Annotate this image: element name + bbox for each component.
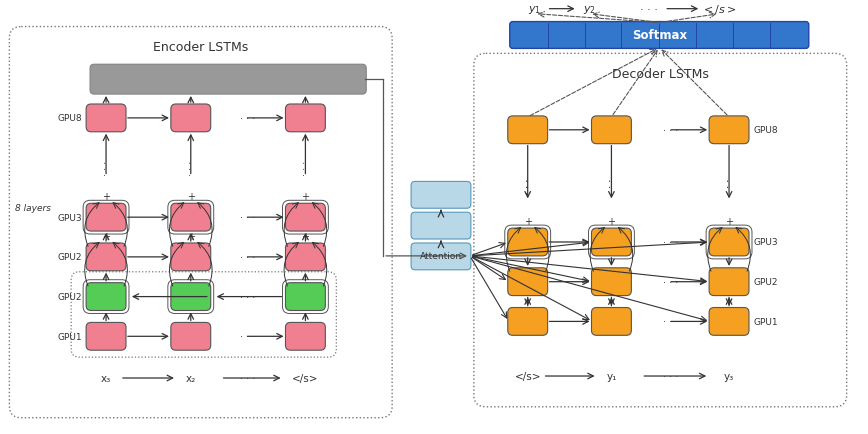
Text: GPU8: GPU8 [57,114,82,123]
Text: Attention: Attention [420,252,462,261]
Text: y₃: y₃ [724,371,734,381]
Text: GPU2: GPU2 [57,293,82,301]
FancyBboxPatch shape [411,243,470,270]
Text: Softmax: Softmax [632,29,687,42]
FancyBboxPatch shape [508,117,548,145]
Text: $y_1$: $y_1$ [528,3,542,16]
FancyBboxPatch shape [86,322,126,350]
FancyBboxPatch shape [286,283,326,311]
Text: GPU8: GPU8 [754,126,779,135]
Text: +: + [301,231,309,241]
FancyBboxPatch shape [86,283,126,311]
FancyBboxPatch shape [286,322,326,350]
Text: GPU3: GPU3 [57,213,82,222]
Text: · · ·: · · · [240,292,255,302]
Text: · · ·: · · · [186,161,196,176]
Text: y₁: y₁ [606,371,616,381]
FancyBboxPatch shape [171,243,211,271]
Text: GPU2: GPU2 [57,253,82,262]
FancyBboxPatch shape [591,229,631,256]
FancyBboxPatch shape [411,213,470,240]
Text: +: + [102,192,110,202]
Text: $</s>$: $</s>$ [701,3,737,16]
Text: · · ·: · · · [300,161,311,176]
Text: +: + [725,217,733,227]
Text: · · ·: · · · [662,371,678,381]
Text: · · ·: · · · [607,178,616,194]
Text: · · ·: · · · [101,161,111,176]
Text: · · ·: · · · [523,178,533,194]
Text: · · ·: · · · [607,178,616,194]
Text: +: + [102,231,110,241]
FancyBboxPatch shape [510,23,809,49]
FancyBboxPatch shape [286,105,326,132]
FancyBboxPatch shape [171,105,211,132]
Text: · · ·: · · · [240,114,255,124]
Text: +: + [523,217,532,227]
FancyBboxPatch shape [709,117,749,145]
Text: +: + [187,192,194,202]
FancyBboxPatch shape [709,308,749,335]
Text: · · ·: · · · [724,178,734,194]
Text: +: + [608,217,615,227]
Text: </s>: </s> [515,371,541,381]
Text: · · ·: · · · [240,332,255,342]
Text: 8 layers: 8 layers [16,203,51,212]
Text: · · ·: · · · [662,317,678,327]
Text: x₂: x₂ [186,373,196,383]
Text: Encoder LSTMs: Encoder LSTMs [153,41,248,54]
Text: GPU1: GPU1 [754,317,779,326]
FancyBboxPatch shape [171,322,211,350]
Text: · · ·: · · · [641,5,658,15]
Text: · · ·: · · · [240,373,255,383]
Text: · · ·: · · · [523,178,533,194]
FancyBboxPatch shape [591,268,631,296]
FancyBboxPatch shape [90,65,366,95]
Text: · · ·: · · · [240,252,255,262]
FancyBboxPatch shape [86,204,126,231]
Text: · · ·: · · · [724,178,734,194]
FancyBboxPatch shape [86,105,126,132]
FancyBboxPatch shape [86,243,126,271]
Text: · · ·: · · · [662,237,678,247]
Text: GPU1: GPU1 [57,332,82,341]
Text: · · ·: · · · [240,213,255,223]
Text: Decoder LSTMs: Decoder LSTMs [612,68,708,81]
Text: +: + [187,231,194,241]
Text: +: + [301,192,309,202]
FancyBboxPatch shape [508,268,548,296]
FancyBboxPatch shape [508,308,548,335]
Text: </s>: </s> [293,373,319,383]
Text: GPU2: GPU2 [754,278,779,286]
Text: · · ·: · · · [662,277,678,287]
FancyBboxPatch shape [171,283,211,311]
Text: x₃: x₃ [101,373,111,383]
Text: · · ·: · · · [662,125,678,135]
FancyBboxPatch shape [411,182,470,209]
Text: $y_2$: $y_2$ [583,3,596,16]
FancyBboxPatch shape [171,204,211,231]
FancyBboxPatch shape [709,229,749,256]
FancyBboxPatch shape [591,117,631,145]
Text: GPU3: GPU3 [754,238,779,247]
FancyBboxPatch shape [591,308,631,335]
FancyBboxPatch shape [286,243,326,271]
FancyBboxPatch shape [286,204,326,231]
FancyBboxPatch shape [508,229,548,256]
FancyBboxPatch shape [709,268,749,296]
